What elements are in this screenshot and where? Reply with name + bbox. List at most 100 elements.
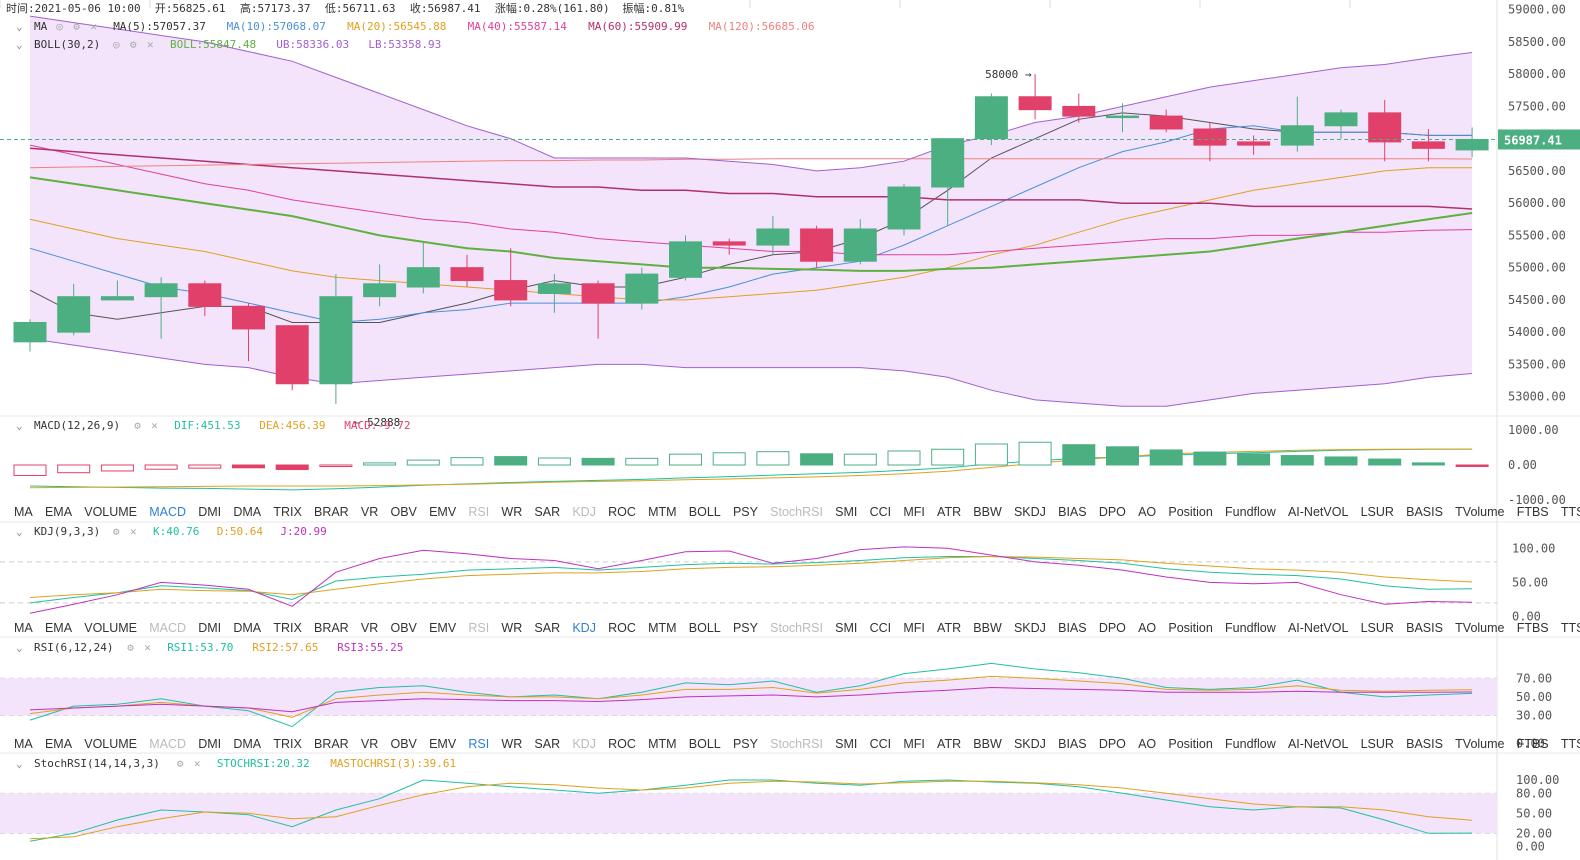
indicator-tab-psy[interactable]: PSY [733,505,759,519]
indicator-tab-bias[interactable]: BIAS [1058,737,1087,751]
indicator-tab-kdj[interactable]: KDJ [572,737,596,751]
indicator-tab-lsur[interactable]: LSUR [1361,505,1394,519]
indicator-tab-dma[interactable]: DMA [233,737,261,751]
indicator-tab-cci[interactable]: CCI [870,737,892,751]
indicator-tab-bias[interactable]: BIAS [1058,505,1087,519]
indicator-tab-dpo[interactable]: DPO [1099,621,1126,635]
indicator-tab-emv[interactable]: EMV [429,737,457,751]
indicator-tab-obv[interactable]: OBV [390,737,417,751]
indicator-tab-kdj[interactable]: KDJ [572,621,596,635]
indicator-tab-wr[interactable]: WR [501,737,522,751]
indicator-tab-ftbs[interactable]: FTBS [1517,621,1549,635]
indicator-tab-ema[interactable]: EMA [45,737,73,751]
indicator-tab-obv[interactable]: OBV [390,505,417,519]
tabs-layer[interactable]: MA EMA VOLUME MACD DMI DMA TRIX BRAR VR OBV EMV RSI… [14,505,1580,751]
indicator-tab-atr[interactable]: ATR [937,505,961,519]
indicator-tab-dpo[interactable]: DPO [1099,505,1126,519]
indicator-tab-volume[interactable]: VOLUME [84,737,137,751]
indicator-tab-mtm[interactable]: MTM [648,505,676,519]
indicator-tab-smi[interactable]: SMI [835,505,857,519]
indicator-tab-ttsi[interactable]: TTSI [1561,505,1580,519]
indicator-tab-fundflow[interactable]: Fundflow [1225,737,1277,751]
indicator-tab-boll[interactable]: BOLL [689,621,721,635]
indicator-tab-volume[interactable]: VOLUME [84,621,137,635]
indicator-tab-brar[interactable]: BRAR [314,737,349,751]
indicator-tab-skdj[interactable]: SKDJ [1014,737,1046,751]
indicator-tab-ema[interactable]: EMA [45,505,73,519]
indicator-tab-vr[interactable]: VR [361,505,378,519]
indicator-tab-mtm[interactable]: MTM [648,621,676,635]
indicator-tab-lsur[interactable]: LSUR [1361,737,1394,751]
indicator-tab-ao[interactable]: AO [1138,737,1156,751]
indicator-tab-fundflow[interactable]: Fundflow [1225,505,1277,519]
indicator-tab-tvolume[interactable]: TVolume [1455,621,1504,635]
indicator-tab-psy[interactable]: PSY [733,621,759,635]
indicator-tab-lsur[interactable]: LSUR [1361,621,1394,635]
indicator-tab-cci[interactable]: CCI [870,621,892,635]
indicator-tab-macd[interactable]: MACD [149,621,186,635]
indicator-tab-rsi[interactable]: RSI [468,621,489,635]
indicator-tab-position[interactable]: Position [1168,505,1213,519]
indicator-tab-bbw[interactable]: BBW [973,737,1002,751]
indicator-tab-stochrsi[interactable]: StochRSI [770,505,823,519]
indicator-tab-tvolume[interactable]: TVolume [1455,737,1504,751]
indicator-tab-boll[interactable]: BOLL [689,737,721,751]
indicator-tab-stochrsi[interactable]: StochRSI [770,621,823,635]
indicator-tab-wr[interactable]: WR [501,505,522,519]
indicator-tab-trix[interactable]: TRIX [273,621,302,635]
indicator-tab-dmi[interactable]: DMI [198,621,221,635]
indicator-tab-ma[interactable]: MA [14,737,33,751]
indicator-tab-ai-netvol[interactable]: AI-NetVOL [1288,621,1348,635]
indicator-tab-dma[interactable]: DMA [233,621,261,635]
indicator-tab-ao[interactable]: AO [1138,621,1156,635]
indicator-tab-atr[interactable]: ATR [937,737,961,751]
indicator-tab-basis[interactable]: BASIS [1406,505,1443,519]
indicator-tab-sar[interactable]: SAR [534,505,560,519]
indicator-tab-ma[interactable]: MA [14,621,33,635]
indicator-tab-volume[interactable]: VOLUME [84,505,137,519]
indicator-tab-cci[interactable]: CCI [870,505,892,519]
indicator-tab-ma[interactable]: MA [14,505,33,519]
indicator-tab-smi[interactable]: SMI [835,737,857,751]
indicator-tab-fundflow[interactable]: Fundflow [1225,621,1277,635]
indicator-tab-ai-netvol[interactable]: AI-NetVOL [1288,737,1348,751]
indicator-tab-position[interactable]: Position [1168,737,1213,751]
indicator-tab-emv[interactable]: EMV [429,621,457,635]
indicator-tab-mfi[interactable]: MFI [903,737,925,751]
indicator-tab-ao[interactable]: AO [1138,505,1156,519]
indicator-tab-kdj[interactable]: KDJ [572,505,596,519]
indicator-tab-roc[interactable]: ROC [608,505,636,519]
indicator-tab-obv[interactable]: OBV [390,621,417,635]
indicator-tab-stochrsi[interactable]: StochRSI [770,737,823,751]
indicator-tab-tvolume[interactable]: TVolume [1455,505,1504,519]
indicator-tab-basis[interactable]: BASIS [1406,737,1443,751]
indicator-tab-trix[interactable]: TRIX [273,505,302,519]
indicator-tab-brar[interactable]: BRAR [314,621,349,635]
indicator-tab-dmi[interactable]: DMI [198,737,221,751]
indicator-tab-dma[interactable]: DMA [233,505,261,519]
indicator-tab-trix[interactable]: TRIX [273,737,302,751]
indicator-tab-rsi[interactable]: RSI [468,505,489,519]
indicator-tab-bbw[interactable]: BBW [973,621,1002,635]
indicator-tab-ai-netvol[interactable]: AI-NetVOL [1288,505,1348,519]
indicator-tab-ftbs[interactable]: FTBS [1517,737,1549,751]
indicator-tab-macd[interactable]: MACD [149,505,186,519]
indicator-tab-vr[interactable]: VR [361,621,378,635]
indicator-tab-smi[interactable]: SMI [835,621,857,635]
indicator-tab-mfi[interactable]: MFI [903,505,925,519]
indicator-tab-bias[interactable]: BIAS [1058,621,1087,635]
indicator-tab-mtm[interactable]: MTM [648,737,676,751]
indicator-tab-brar[interactable]: BRAR [314,505,349,519]
indicator-tab-basis[interactable]: BASIS [1406,621,1443,635]
indicator-tab-ttsi[interactable]: TTSI [1561,621,1580,635]
indicator-tab-sar[interactable]: SAR [534,737,560,751]
indicator-tab-position[interactable]: Position [1168,621,1213,635]
indicator-tab-mfi[interactable]: MFI [903,621,925,635]
indicator-tab-dmi[interactable]: DMI [198,505,221,519]
indicator-tab-vr[interactable]: VR [361,737,378,751]
indicator-tab-ema[interactable]: EMA [45,621,73,635]
indicator-tab-sar[interactable]: SAR [534,621,560,635]
indicator-tab-rsi[interactable]: RSI [468,737,489,751]
indicator-tab-skdj[interactable]: SKDJ [1014,621,1046,635]
indicator-tab-wr[interactable]: WR [501,621,522,635]
